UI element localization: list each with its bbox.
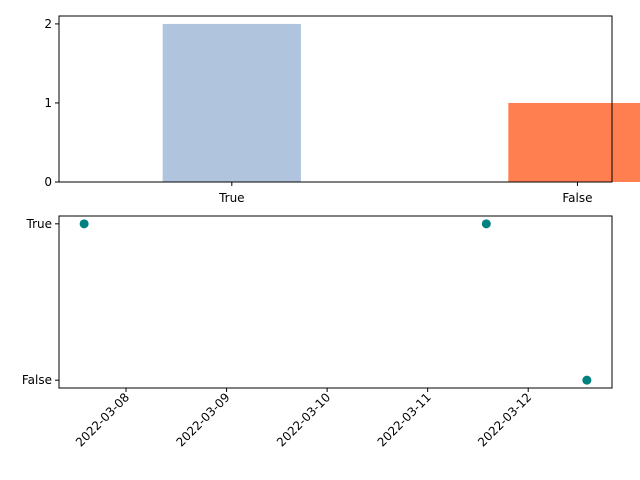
x-tick-label: True bbox=[218, 191, 245, 205]
x-tick-label: False bbox=[562, 191, 592, 205]
scatter-point bbox=[582, 375, 592, 385]
x-tick-label: 2022-03-11 bbox=[375, 390, 434, 449]
y-tick-label: 2 bbox=[44, 17, 52, 31]
y-tick-label: False bbox=[22, 373, 52, 387]
x-tick-label: 2022-03-10 bbox=[274, 390, 333, 449]
x-tick-label: 2022-03-09 bbox=[173, 390, 232, 449]
scatter-point bbox=[481, 219, 491, 229]
bar-axes-frame bbox=[58, 15, 613, 183]
y-tick-label: True bbox=[26, 217, 53, 231]
bar-true bbox=[162, 23, 301, 183]
x-tick-label: 2022-03-12 bbox=[475, 390, 534, 449]
bar-false bbox=[508, 102, 640, 182]
y-tick-label: 1 bbox=[44, 96, 52, 110]
x-tick-label: 2022-03-08 bbox=[73, 390, 132, 449]
y-tick-label: 0 bbox=[44, 175, 52, 189]
scatter-axes-frame bbox=[58, 215, 613, 389]
scatter-point bbox=[79, 219, 89, 229]
scatter-chart-axes: False True 2022-03-08 2022-03-09 2022-03-10 2… bbox=[22, 215, 613, 449]
bar-chart-axes: 0 1 2 True False bbox=[44, 15, 640, 205]
